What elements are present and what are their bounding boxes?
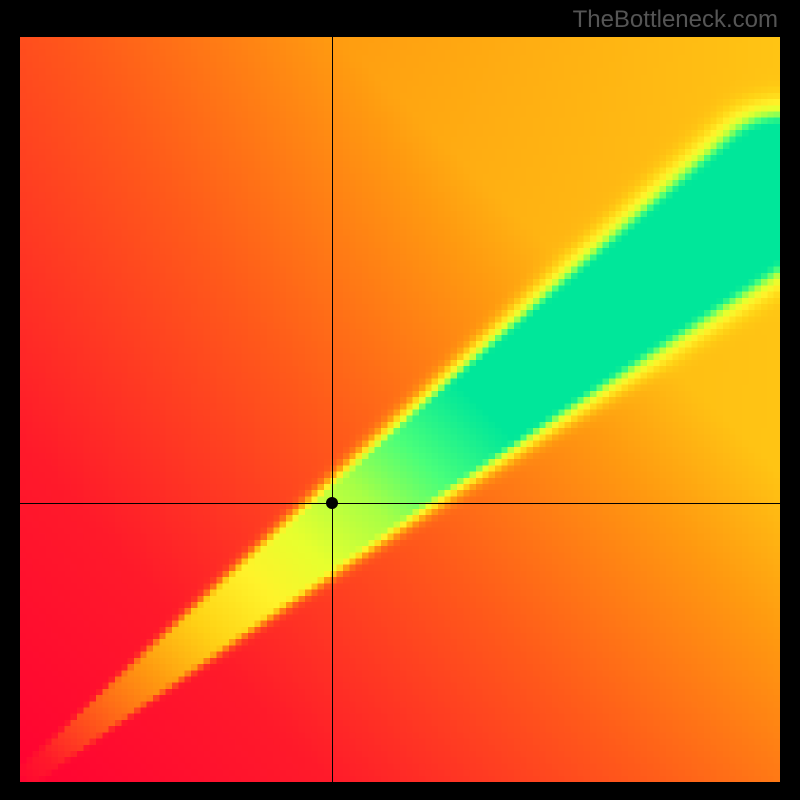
- crosshair-marker: [326, 497, 338, 509]
- crosshair-vertical: [332, 37, 333, 782]
- heatmap-canvas: [20, 37, 780, 782]
- watermark-text: TheBottleneck.com: [573, 6, 778, 34]
- heatmap-plot: [20, 37, 780, 782]
- crosshair-horizontal: [20, 503, 780, 504]
